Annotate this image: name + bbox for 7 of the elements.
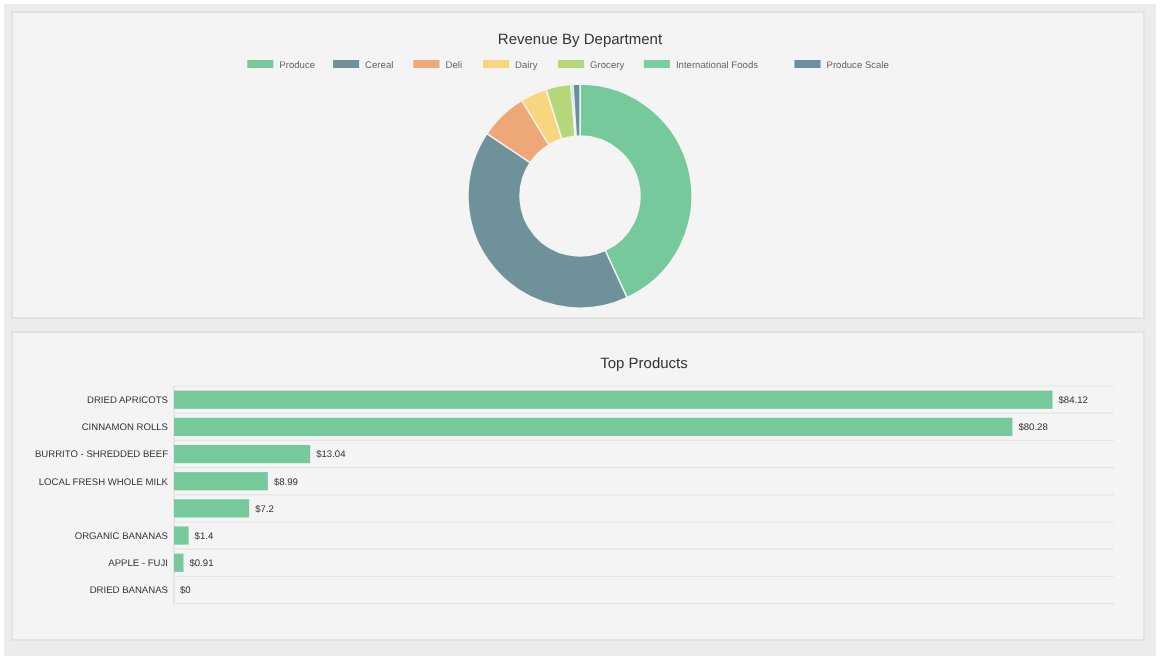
bar (174, 417, 1013, 436)
bar (174, 526, 189, 545)
bar (174, 499, 250, 518)
bar (174, 553, 184, 572)
bar (174, 472, 268, 491)
bar (174, 444, 311, 464)
bar (174, 390, 1053, 409)
